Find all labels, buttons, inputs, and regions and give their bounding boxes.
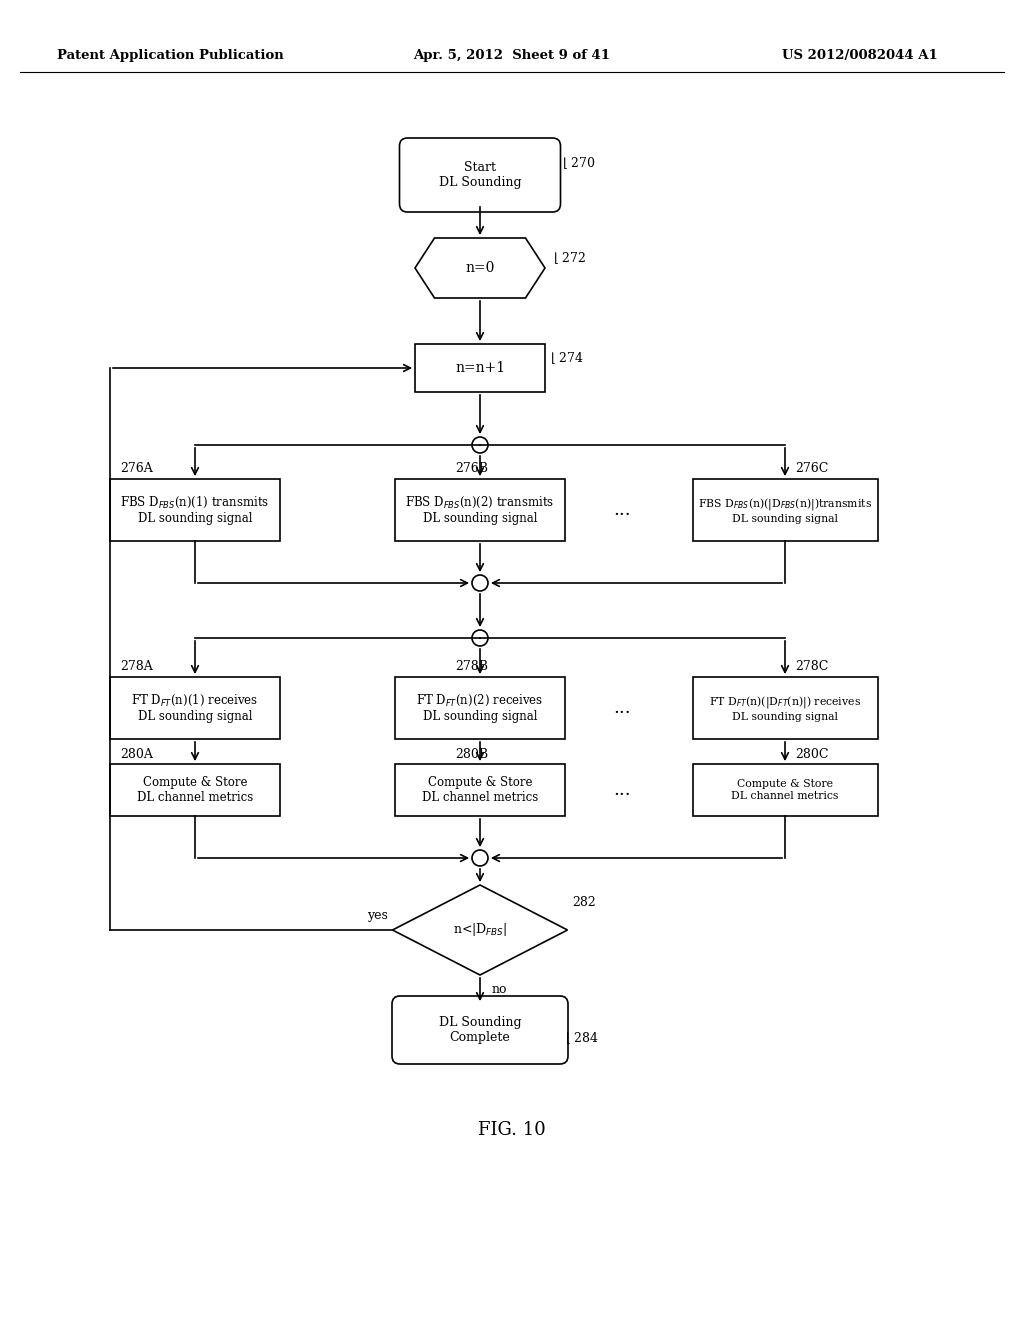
Text: 276A: 276A xyxy=(120,462,153,474)
Text: 280B: 280B xyxy=(455,747,488,760)
Text: $\lfloor$ 270: $\lfloor$ 270 xyxy=(562,154,596,170)
Text: FBS D$_{FBS}$(n)(2) transmits
DL sounding signal: FBS D$_{FBS}$(n)(2) transmits DL soundin… xyxy=(406,495,555,525)
Text: 280C: 280C xyxy=(795,747,828,760)
Text: ...: ... xyxy=(613,502,632,519)
Text: Compute & Store
DL channel metrics: Compute & Store DL channel metrics xyxy=(422,776,539,804)
Text: 278A: 278A xyxy=(120,660,153,672)
Circle shape xyxy=(472,437,488,453)
Text: FBS D$_{FBS}$(n)(|D$_{FBS}$(n)|)transmits
DL sounding signal: FBS D$_{FBS}$(n)(|D$_{FBS}$(n)|)transmit… xyxy=(698,496,872,524)
Text: no: no xyxy=(492,983,508,997)
Text: FT D$_{FT}$(n)(1) receives
DL sounding signal: FT D$_{FT}$(n)(1) receives DL sounding s… xyxy=(131,693,259,723)
Text: 282: 282 xyxy=(572,895,596,908)
Text: Apr. 5, 2012  Sheet 9 of 41: Apr. 5, 2012 Sheet 9 of 41 xyxy=(414,49,610,62)
Text: ...: ... xyxy=(613,700,632,717)
Text: 276B: 276B xyxy=(455,462,488,474)
FancyBboxPatch shape xyxy=(392,997,568,1064)
Text: Compute & Store
DL channel metrics: Compute & Store DL channel metrics xyxy=(137,776,253,804)
Text: Compute & Store
DL channel metrics: Compute & Store DL channel metrics xyxy=(731,779,839,801)
Text: FIG. 10: FIG. 10 xyxy=(478,1121,546,1139)
Text: 276C: 276C xyxy=(795,462,828,474)
Text: yes: yes xyxy=(368,909,388,923)
Text: US 2012/0082044 A1: US 2012/0082044 A1 xyxy=(782,49,938,62)
Text: n=n+1: n=n+1 xyxy=(455,360,505,375)
Bar xyxy=(110,479,280,541)
Bar xyxy=(395,764,565,816)
Text: Patent Application Publication: Patent Application Publication xyxy=(56,49,284,62)
Text: n<|D$_{FBS}$|: n<|D$_{FBS}$| xyxy=(453,921,507,939)
Text: FBS D$_{FBS}$(n)(1) transmits
DL sounding signal: FBS D$_{FBS}$(n)(1) transmits DL soundin… xyxy=(121,495,269,525)
Bar xyxy=(692,479,878,541)
Bar xyxy=(692,677,878,739)
Text: DL Sounding
Complete: DL Sounding Complete xyxy=(438,1016,521,1044)
Text: $\lfloor$ 284: $\lfloor$ 284 xyxy=(565,1030,599,1045)
Text: FT D$_{FT}$(n)(2) receives
DL sounding signal: FT D$_{FT}$(n)(2) receives DL sounding s… xyxy=(417,693,544,723)
Text: $\lfloor$ 272: $\lfloor$ 272 xyxy=(553,249,587,265)
Circle shape xyxy=(472,630,488,645)
FancyBboxPatch shape xyxy=(399,139,560,213)
Polygon shape xyxy=(415,238,545,298)
Text: 278C: 278C xyxy=(795,660,828,672)
Text: Start
DL Sounding: Start DL Sounding xyxy=(438,161,521,189)
Text: ...: ... xyxy=(613,781,632,799)
Text: 280A: 280A xyxy=(120,747,153,760)
Polygon shape xyxy=(392,884,567,975)
Bar xyxy=(395,479,565,541)
Circle shape xyxy=(472,850,488,866)
Text: FT D$_{FT}$(n)(|D$_{FT}$(n)|) receives
DL sounding signal: FT D$_{FT}$(n)(|D$_{FT}$(n)|) receives D… xyxy=(709,694,861,722)
Bar xyxy=(415,345,545,392)
Bar xyxy=(110,764,280,816)
Circle shape xyxy=(472,576,488,591)
Bar xyxy=(692,764,878,816)
Text: 278B: 278B xyxy=(455,660,488,672)
Bar xyxy=(110,677,280,739)
Bar xyxy=(395,677,565,739)
Text: n=0: n=0 xyxy=(465,261,495,275)
Text: $\lfloor$ 274: $\lfloor$ 274 xyxy=(550,350,584,366)
